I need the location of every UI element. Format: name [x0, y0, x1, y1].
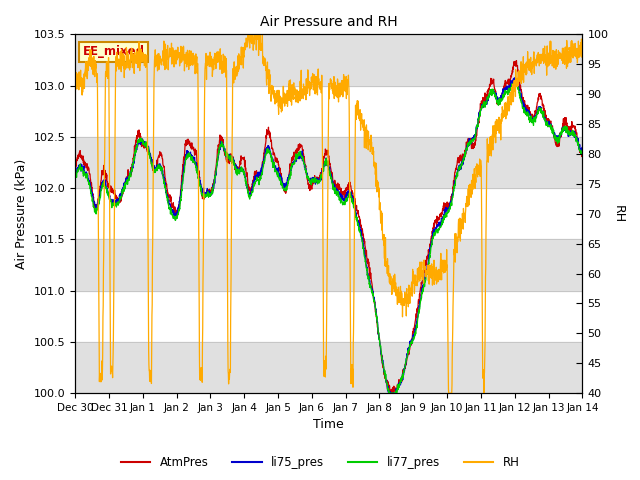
Bar [75, 342, 582, 393]
Title: Air Pressure and RH: Air Pressure and RH [260, 15, 397, 29]
Y-axis label: RH: RH [612, 204, 625, 223]
Bar [75, 35, 582, 85]
Legend: AtmPres, li75_pres, li77_pres, RH: AtmPres, li75_pres, li77_pres, RH [116, 452, 524, 474]
X-axis label: Time: Time [314, 419, 344, 432]
Text: EE_mixed: EE_mixed [83, 45, 145, 58]
Bar [75, 137, 582, 188]
Bar [75, 240, 582, 290]
Y-axis label: Air Pressure (kPa): Air Pressure (kPa) [15, 158, 28, 269]
